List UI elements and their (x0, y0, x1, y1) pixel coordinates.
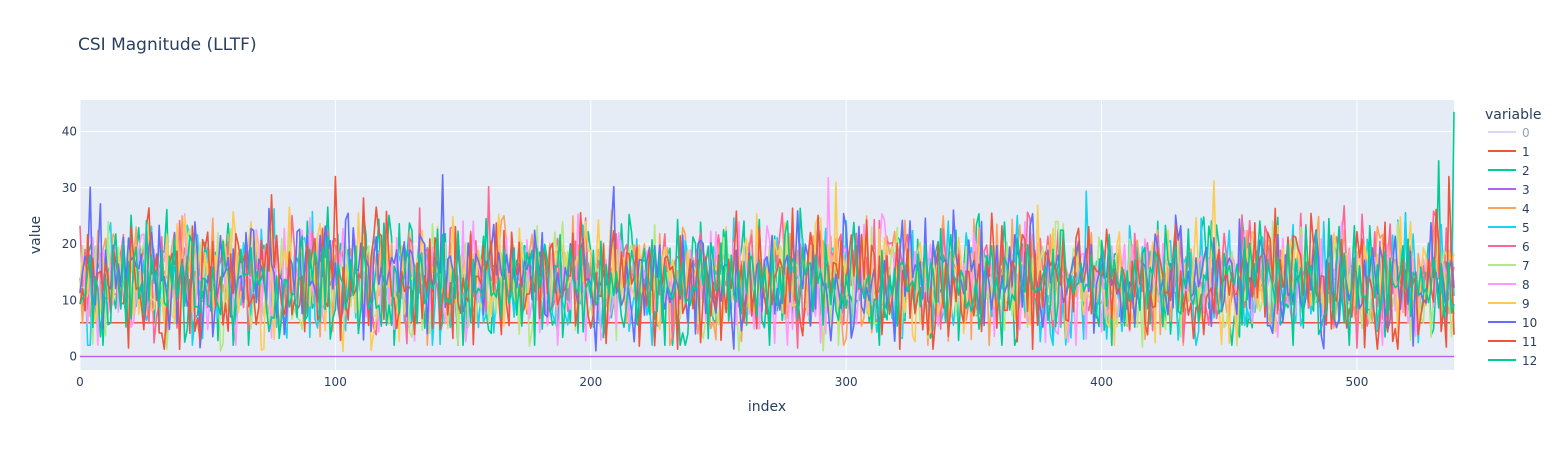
legend-item-6[interactable]: 6 (1488, 240, 1530, 254)
legend-item-7[interactable]: 7 (1488, 259, 1530, 273)
legend-item-12[interactable]: 12 (1488, 354, 1537, 368)
legend-label: 4 (1522, 202, 1530, 216)
legend-label: 7 (1522, 259, 1530, 273)
x-tick-label: 0 (76, 375, 84, 389)
legend-item-10[interactable]: 10 (1488, 316, 1537, 330)
x-tick-label: 500 (1345, 375, 1368, 389)
series-layer (79, 111, 1455, 358)
y-tick-label: 40 (62, 125, 77, 139)
legend-item-2[interactable]: 2 (1488, 164, 1530, 178)
legend-title: variable (1485, 107, 1541, 123)
legend-label: 5 (1522, 221, 1530, 235)
legend-item-8[interactable]: 8 (1488, 278, 1530, 292)
legend-item-0[interactable]: 0 (1488, 126, 1530, 140)
x-tick-label: 200 (579, 375, 602, 389)
legend-label: 6 (1522, 240, 1530, 254)
x-tick-label: 100 (324, 375, 347, 389)
y-axis-label: value (28, 216, 44, 254)
legend-item-9[interactable]: 9 (1488, 297, 1530, 311)
series-line-12 (79, 217, 1455, 347)
legend-label: 3 (1522, 183, 1530, 197)
x-axis-label: index (748, 399, 786, 415)
x-tick-label: 300 (835, 375, 858, 389)
legend-label: 8 (1522, 278, 1530, 292)
legend-item-5[interactable]: 5 (1488, 221, 1530, 235)
axes: 0 100 200 300 400 500 0 10 20 30 40 (62, 125, 1369, 390)
y-tick-label: 20 (62, 237, 77, 251)
legend-label: 2 (1522, 164, 1530, 178)
legend-item-11[interactable]: 11 (1488, 335, 1537, 349)
legend-label: 9 (1522, 297, 1530, 311)
legend-label: 12 (1522, 354, 1537, 368)
legend-label: 1 (1522, 145, 1530, 159)
legend-item-3[interactable]: 3 (1488, 183, 1530, 197)
y-tick-label: 0 (69, 350, 77, 364)
legend-item-1[interactable]: 1 (1488, 145, 1530, 159)
legend-label: 11 (1522, 335, 1537, 349)
chart-title: CSI Magnitude (LLTF) (78, 35, 257, 55)
legend-item-4[interactable]: 4 (1488, 202, 1530, 216)
legend-label: 0 (1522, 126, 1530, 140)
y-tick-label: 30 (62, 181, 77, 195)
x-tick-label: 400 (1090, 375, 1113, 389)
series-line-9 (79, 180, 1455, 353)
legend-label: 10 (1522, 316, 1537, 330)
y-tick-label: 10 (62, 293, 77, 307)
